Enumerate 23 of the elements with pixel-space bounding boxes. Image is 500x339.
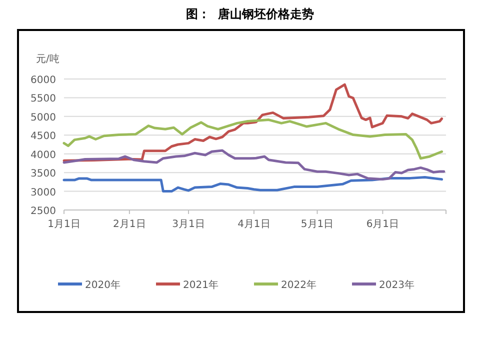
legend-label: 2023年 [379, 279, 414, 291]
x-tick-label: 4月1日 [238, 219, 270, 230]
x-tick-label: 2月1日 [113, 219, 146, 230]
legend-label: 2020年 [85, 279, 120, 291]
legend-label: 2021年 [183, 279, 218, 291]
y-tick-label: 5000 [30, 112, 56, 124]
x-tick-label: 1月1日 [48, 219, 80, 230]
legend-label: 2022年 [281, 279, 316, 291]
y-tick-label: 6000 [30, 75, 56, 86]
y-tick-label: 4500 [30, 131, 56, 142]
x-tick-label: 6月1日 [366, 219, 400, 230]
x-tick-label: 5月1日 [300, 219, 334, 230]
y-axis-title: 元/吨 [36, 53, 60, 65]
y-tick-label: 3500 [30, 168, 56, 180]
chart-title: 图： 唐山钢坯价格走势 [186, 7, 314, 21]
x-tick-label: 3月1日 [172, 219, 205, 230]
y-tick-label: 3000 [30, 187, 56, 198]
y-tick-label: 5500 [30, 94, 56, 105]
y-tick-label: 2500 [30, 206, 56, 217]
y-tick-label: 4000 [30, 150, 56, 161]
line-series [62, 149, 446, 181]
line-series [62, 176, 444, 193]
line-series [62, 118, 444, 160]
